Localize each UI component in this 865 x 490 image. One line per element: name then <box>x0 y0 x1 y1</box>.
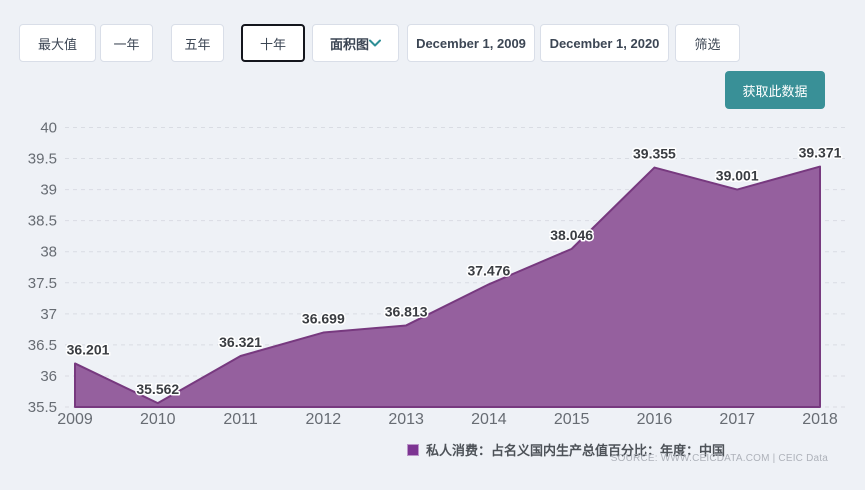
y-axis-label: 36.5 <box>28 337 57 354</box>
y-axis-label: 38.5 <box>28 213 57 230</box>
y-axis-label: 39 <box>40 182 57 199</box>
data-label: 36.699 <box>302 311 345 327</box>
x-axis-label: 2009 <box>57 411 93 428</box>
get-data-button[interactable]: 获取此数据 <box>725 71 825 109</box>
date-from-input[interactable]: December 1, 2009 <box>407 24 535 62</box>
data-label: 36.201 <box>67 341 110 357</box>
y-axis-label: 36 <box>40 368 57 385</box>
data-label: 36.813 <box>385 303 428 319</box>
x-axis-label: 2012 <box>306 411 342 428</box>
data-label: 36.321 <box>219 334 262 350</box>
y-axis-label: 40 <box>40 120 57 137</box>
data-label: 39.355 <box>633 146 676 162</box>
x-axis-label: 2017 <box>719 411 755 428</box>
filter-button[interactable]: 筛选 <box>675 24 740 62</box>
legend-label: 私人消费：占名义国内生产总值百分比：年度：中国 <box>426 443 726 458</box>
data-label: 39.371 <box>799 145 842 161</box>
five-year-button[interactable]: 五年 <box>171 24 224 62</box>
chart-type-selected-value: 面积图 <box>329 36 369 52</box>
x-axis-label: 2014 <box>471 411 507 428</box>
legend-swatch <box>407 443 419 456</box>
legend[interactable]: 私人消费：占名义国内生产总值百分比：年度：中国 <box>407 440 725 459</box>
data-label: 38.046 <box>550 227 593 243</box>
x-axis-label: 2011 <box>223 411 258 428</box>
chevron-down-icon <box>369 39 381 47</box>
date-to-input[interactable]: December 1, 2020 <box>540 24 669 62</box>
max-value-button[interactable]: 最大值 <box>19 24 96 62</box>
x-axis-label: 2010 <box>140 411 176 428</box>
y-axis-label: 38 <box>40 244 57 261</box>
y-axis-label: 35.5 <box>28 399 57 416</box>
x-axis-label: 2015 <box>554 411 590 428</box>
x-axis-label: 2018 <box>802 411 838 428</box>
data-label: 35.562 <box>136 381 179 397</box>
chart-type-dropdown[interactable]: 面积图 <box>312 24 399 62</box>
data-label: 37.476 <box>467 262 510 278</box>
ten-year-button[interactable]: 十年 <box>241 24 305 62</box>
data-label: 39.001 <box>716 168 759 184</box>
y-axis-label: 37.5 <box>28 275 57 292</box>
y-axis-label: 39.5 <box>28 151 57 168</box>
y-axis-label: 37 <box>40 306 57 323</box>
source-attribution: SOURCE: WWW.CEICDATA.COM | CEIC Data <box>610 453 828 464</box>
x-axis-label: 2013 <box>388 411 424 428</box>
area-series[interactable] <box>74 165 821 408</box>
one-year-button[interactable]: 一年 <box>100 24 153 62</box>
x-axis-label: 2016 <box>637 411 673 428</box>
